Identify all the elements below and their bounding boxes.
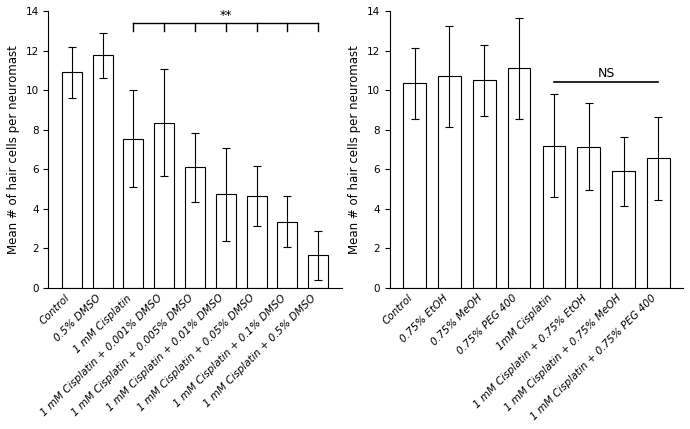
Bar — [277, 222, 297, 288]
Bar — [185, 167, 205, 288]
Bar — [216, 194, 236, 288]
Bar — [438, 76, 461, 288]
Bar — [542, 145, 565, 288]
Bar — [92, 55, 112, 288]
Bar — [124, 139, 144, 288]
Y-axis label: Mean # of hair cells per neuromast: Mean # of hair cells per neuromast — [348, 45, 362, 254]
Bar — [612, 171, 635, 288]
Bar — [508, 68, 531, 288]
Bar — [308, 255, 328, 288]
Bar — [246, 196, 266, 288]
Text: NS: NS — [598, 67, 615, 80]
Y-axis label: Mean # of hair cells per neuromast: Mean # of hair cells per neuromast — [7, 45, 20, 254]
Text: **: ** — [219, 9, 232, 22]
Bar — [62, 73, 82, 288]
Bar — [473, 80, 495, 288]
Bar — [154, 123, 174, 288]
Bar — [578, 147, 600, 288]
Bar — [404, 83, 426, 288]
Bar — [647, 158, 670, 288]
